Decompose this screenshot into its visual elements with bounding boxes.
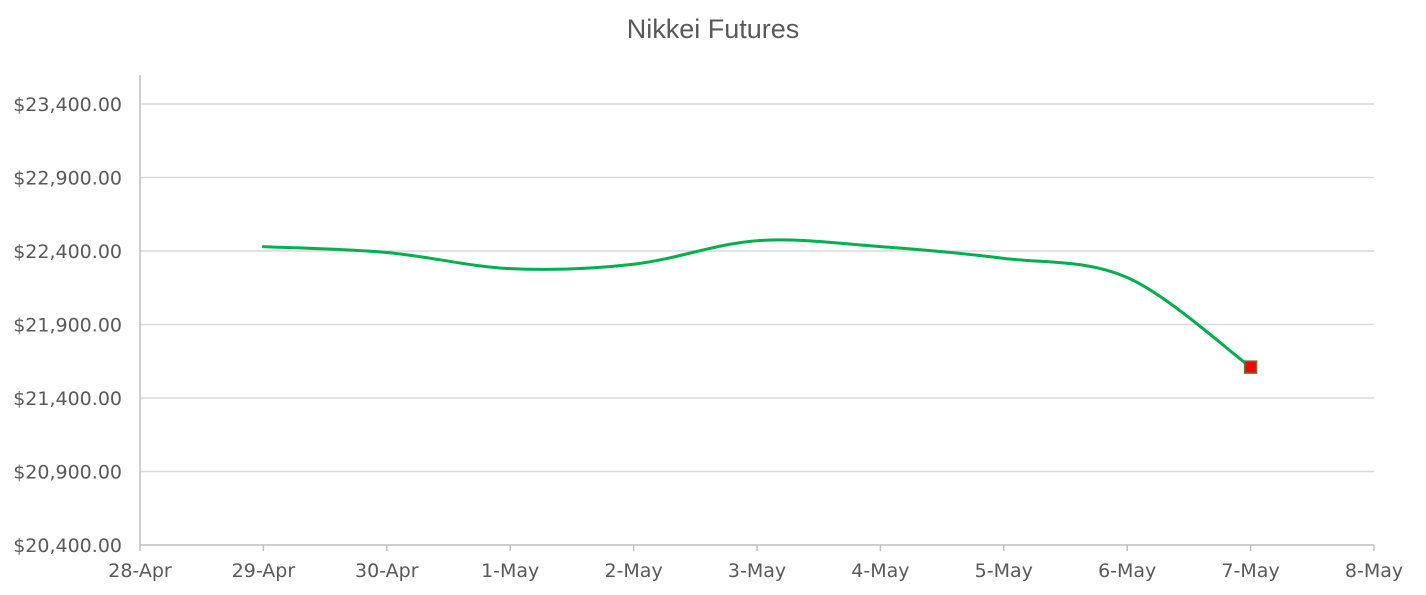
- y-tick-label: $21,900.00: [13, 315, 122, 337]
- axes: [139, 75, 1375, 551]
- y-tick-label: $21,400.00: [13, 388, 122, 410]
- x-tick-label: 30-Apr: [355, 560, 419, 582]
- y-tick-labels: $20,400.00 $20,900.00 $21,400.00 $21,900.00…: [13, 94, 122, 557]
- x-tick-label: 8-May: [1345, 560, 1403, 582]
- x-tick-label: 3-May: [728, 560, 786, 582]
- x-tick-label: 5-May: [975, 560, 1033, 582]
- x-tick-labels: 28-Apr 29-Apr 30-Apr 1-May 2-May 3-May 4-May 5-…: [108, 560, 1403, 582]
- chart-title: Nikkei Futures: [626, 14, 800, 44]
- x-tick-label: 1-May: [481, 560, 539, 582]
- x-tick-label: 29-Apr: [232, 560, 296, 582]
- y-tick-label: $23,400.00: [13, 94, 122, 116]
- y-tick-label: $22,900.00: [13, 168, 122, 190]
- x-tick-label: 7-May: [1221, 560, 1279, 582]
- series: [261, 238, 1258, 374]
- y-tick-label: $22,400.00: [13, 241, 122, 263]
- y-tick-label: $20,900.00: [13, 462, 122, 484]
- x-tick-label: 2-May: [604, 560, 662, 582]
- series-line: [261, 238, 1253, 369]
- x-tick-label: 6-May: [1098, 560, 1156, 582]
- y-tick-label: $20,400.00: [13, 535, 122, 557]
- gridlines: [140, 103, 1374, 473]
- x-tick-label: 4-May: [851, 560, 909, 582]
- last-point-marker: [1243, 360, 1258, 374]
- x-tick-label: 28-Apr: [108, 560, 172, 582]
